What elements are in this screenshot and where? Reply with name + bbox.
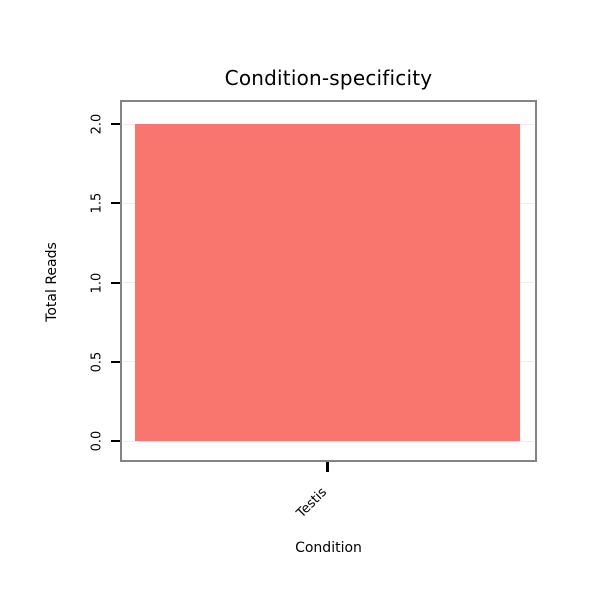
y-tick-label: 0.5	[89, 351, 105, 373]
x-axis-title: Condition	[295, 540, 362, 556]
y-tick-label: 1.0	[89, 272, 105, 293]
y-axis-tick	[111, 281, 120, 284]
y-tick-label: 2.0	[89, 113, 105, 135]
y-axis-tick	[111, 123, 120, 125]
y-axis-tick	[111, 360, 120, 363]
bar	[135, 124, 520, 441]
x-axis-tick	[326, 462, 329, 472]
chart-title: Condition-specificity	[224, 66, 433, 90]
plot-frame	[120, 100, 537, 462]
gridline	[123, 440, 534, 442]
y-tick-label: 0.0	[89, 430, 105, 452]
y-axis-tick	[111, 202, 120, 205]
y-axis-title: Total Reads	[44, 242, 60, 322]
x-tick-label: Testis	[293, 484, 331, 522]
y-axis-tick	[111, 440, 120, 442]
y-tick-label: 1.5	[89, 192, 105, 214]
